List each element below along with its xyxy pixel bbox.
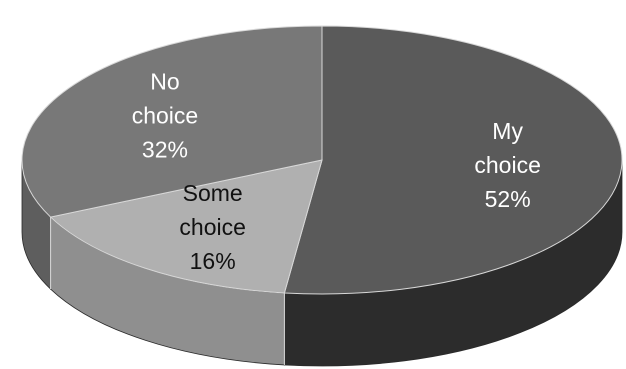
- slice-some-choice: [49, 159, 323, 294]
- slice-tops: [21, 25, 623, 295]
- slice-sides: [21, 159, 623, 367]
- slice-no-choice: [21, 25, 323, 218]
- data-label-some-choice: Some choice 16%: [179, 180, 245, 274]
- data-label-my-choice: My choice 52%: [474, 118, 540, 212]
- slice-my-choice: [283, 25, 623, 295]
- data-label-no-choice: No choice 32%: [132, 68, 198, 162]
- slice-labels: My choice 52% Some choice 16% No choice 32%: [132, 68, 541, 274]
